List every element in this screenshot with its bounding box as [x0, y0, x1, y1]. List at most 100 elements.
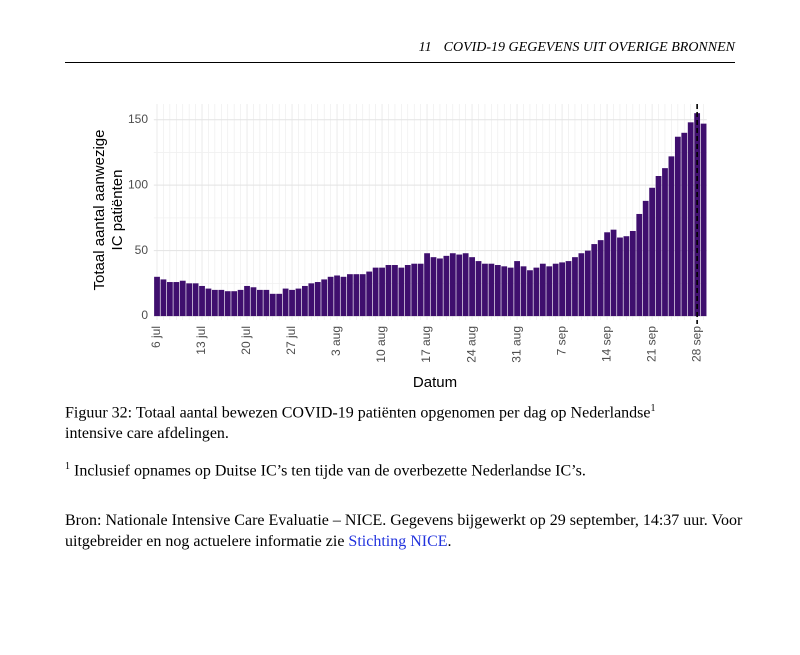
bar	[218, 289, 225, 317]
bar	[282, 288, 289, 317]
bar	[173, 282, 180, 317]
bar	[694, 113, 701, 317]
bar	[475, 261, 482, 317]
bar	[321, 279, 328, 317]
x-tick-label: 17 aug	[419, 326, 433, 363]
bar	[604, 232, 611, 317]
x-tick-label: 20 jul	[239, 326, 253, 355]
bar	[668, 156, 675, 317]
x-tick-label: 10 aug	[374, 326, 388, 363]
bar	[392, 265, 398, 317]
bar	[507, 267, 514, 317]
bar	[514, 261, 520, 317]
bar	[546, 266, 553, 317]
bar	[572, 257, 578, 317]
bar	[166, 282, 173, 317]
bar	[353, 274, 360, 317]
bar	[250, 287, 257, 317]
y-tick-label: 150	[128, 112, 148, 126]
bar	[417, 263, 424, 317]
bar	[430, 257, 437, 317]
bar	[494, 265, 501, 317]
bar	[597, 240, 604, 317]
x-tick-label: 13 jul	[194, 326, 208, 355]
bar	[578, 253, 585, 317]
bar	[584, 250, 591, 317]
bar	[398, 267, 405, 317]
bar	[334, 275, 340, 317]
bar	[674, 136, 681, 317]
bar	[372, 267, 379, 317]
bar	[295, 288, 302, 317]
bar	[462, 253, 469, 317]
bar	[636, 213, 643, 317]
bar	[179, 280, 186, 317]
bar	[411, 263, 418, 317]
bar	[327, 276, 334, 317]
bar	[257, 289, 263, 317]
bar	[501, 266, 508, 317]
x-tick-label: 7 sep	[554, 326, 568, 356]
bar	[655, 176, 662, 317]
source: Bron: Nationale Intensive Care Evaluatie…	[65, 510, 745, 552]
bar	[314, 282, 321, 317]
bar	[629, 230, 636, 317]
bar	[366, 271, 373, 317]
bar	[192, 283, 199, 317]
bar	[533, 267, 540, 317]
x-tick-label: 14 sep	[599, 326, 613, 362]
chart: Datum Totaal aantal aanwezige IC patiënt…	[91, 104, 707, 391]
bar	[269, 293, 276, 317]
bar	[186, 283, 193, 317]
bar	[347, 274, 353, 317]
x-tick-label: 24 aug	[464, 326, 478, 363]
y-axis-title: Totaal aantal aanwezige	[91, 130, 108, 291]
bar	[308, 283, 315, 317]
chapter-number: 11	[418, 40, 432, 55]
caption-text: Figuur 32: Totaal aantal bewezen COVID-1…	[65, 404, 651, 422]
bar	[211, 289, 218, 317]
bar	[276, 293, 283, 317]
bar	[263, 289, 270, 317]
bar	[359, 274, 366, 317]
source-link[interactable]: Stichting NICE	[348, 533, 448, 550]
bar	[488, 263, 495, 317]
bar	[700, 123, 707, 317]
bar	[244, 285, 250, 317]
y-tick-label: 0	[141, 308, 148, 322]
bar	[456, 254, 463, 317]
bar	[565, 261, 572, 317]
bar	[443, 255, 450, 317]
x-tick-label: 28 sep	[689, 326, 703, 362]
x-tick-label: 27 jul	[284, 326, 298, 355]
bar	[539, 263, 546, 317]
bar	[385, 265, 392, 317]
bar	[199, 285, 205, 317]
footnote-mark: 1	[65, 461, 70, 472]
y-axis-title: IC patiënten	[109, 170, 126, 251]
bar	[552, 263, 559, 317]
figure-caption: Figuur 32: Totaal aantal bewezen COVID-1…	[65, 398, 745, 444]
bar	[205, 288, 212, 317]
footnote: 1 Inclusief opnames op Duitse IC’s ten t…	[65, 456, 745, 481]
source-end: .	[447, 533, 452, 550]
bar	[642, 200, 649, 317]
bar	[404, 265, 411, 317]
bar	[482, 263, 488, 317]
bar	[302, 285, 308, 317]
bar	[687, 122, 694, 317]
y-tick-label: 100	[128, 177, 148, 191]
bar	[231, 291, 238, 317]
bar	[160, 279, 167, 317]
bar	[379, 267, 385, 317]
bar	[623, 236, 630, 317]
bar	[681, 132, 688, 317]
x-tick-label: 31 aug	[509, 326, 523, 363]
bar	[469, 257, 475, 317]
bar	[154, 276, 160, 317]
bar	[649, 187, 656, 317]
bar	[591, 244, 598, 317]
caption-text: intensive care afdelingen.	[65, 425, 229, 443]
bar	[610, 229, 617, 317]
